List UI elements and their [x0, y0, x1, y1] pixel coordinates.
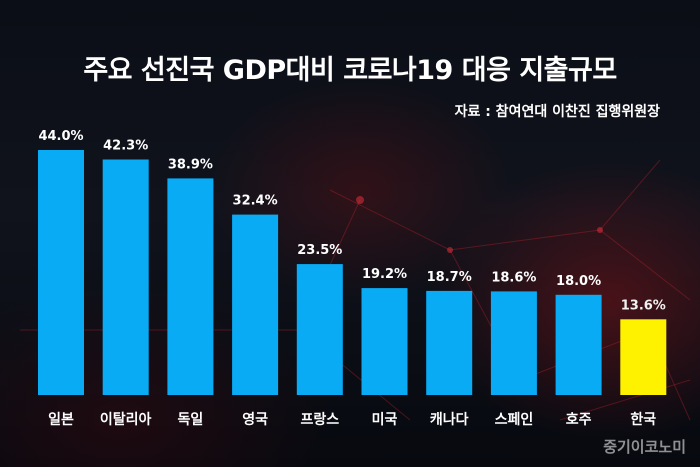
value-label-5: 19.2%: [362, 267, 407, 282]
category-label-0: 일본: [48, 412, 74, 428]
value-label-0: 44.0%: [38, 129, 83, 144]
bar-3: [232, 214, 279, 395]
value-label-8: 18.0%: [556, 274, 601, 289]
bar-5: [361, 288, 408, 395]
category-label-1: 이탈리아: [100, 411, 152, 428]
category-label-3: 영국: [242, 411, 268, 428]
bar-9: [620, 319, 667, 395]
watermark: 중기이코노미: [603, 438, 686, 456]
value-label-3: 32.4%: [233, 194, 278, 209]
chart-source-note: 자료 : 참여연대 이찬진 집행위원장: [454, 104, 660, 120]
bar-6: [426, 290, 473, 395]
bar-8: [555, 294, 602, 395]
value-label-9: 13.6%: [621, 298, 666, 313]
category-label-2: 독일: [178, 412, 204, 428]
category-label-5: 미국: [372, 412, 398, 428]
bar-1: [102, 159, 149, 395]
bar-0: [38, 150, 84, 395]
category-label-7: 스페인: [495, 411, 534, 428]
bar-4: [296, 264, 343, 395]
chart-title: 주요 선진국 GDP대비 코로나19 대응 지출규모: [83, 55, 617, 86]
value-label-7: 18.6%: [491, 270, 536, 285]
value-label-4: 23.5%: [297, 243, 342, 258]
category-labels-layer: 일본 이탈리아 독일 영국 프랑스 미국 캐나다 스페인 호주 한국: [48, 411, 656, 428]
value-labels-layer: 44.0% 42.3% 38.9% 32.4% 23.5% 19.2% 18.7% 18.6%…: [38, 129, 665, 313]
bar-2: [167, 178, 214, 395]
value-label-1: 42.3%: [103, 139, 148, 154]
category-label-4: 프랑스: [300, 412, 339, 428]
category-label-9: 한국: [630, 412, 656, 428]
category-label-8: 호주: [566, 412, 592, 428]
category-label-6: 캐나다: [430, 412, 469, 428]
bars-layer: [38, 150, 667, 395]
value-label-2: 38.9%: [168, 157, 213, 172]
value-label-6: 18.7%: [427, 270, 472, 285]
bar-7: [490, 291, 537, 395]
